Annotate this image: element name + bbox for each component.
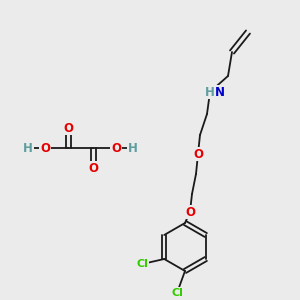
Text: Cl: Cl [136, 259, 148, 269]
Text: O: O [111, 142, 121, 154]
Text: Cl: Cl [171, 288, 183, 298]
Text: O: O [88, 161, 98, 175]
Text: O: O [193, 148, 203, 160]
Text: O: O [40, 142, 50, 154]
Text: H: H [128, 142, 138, 154]
Text: H: H [23, 142, 33, 154]
Text: H: H [205, 85, 215, 98]
Text: O: O [63, 122, 73, 134]
Text: O: O [185, 206, 195, 218]
Text: N: N [215, 85, 225, 98]
